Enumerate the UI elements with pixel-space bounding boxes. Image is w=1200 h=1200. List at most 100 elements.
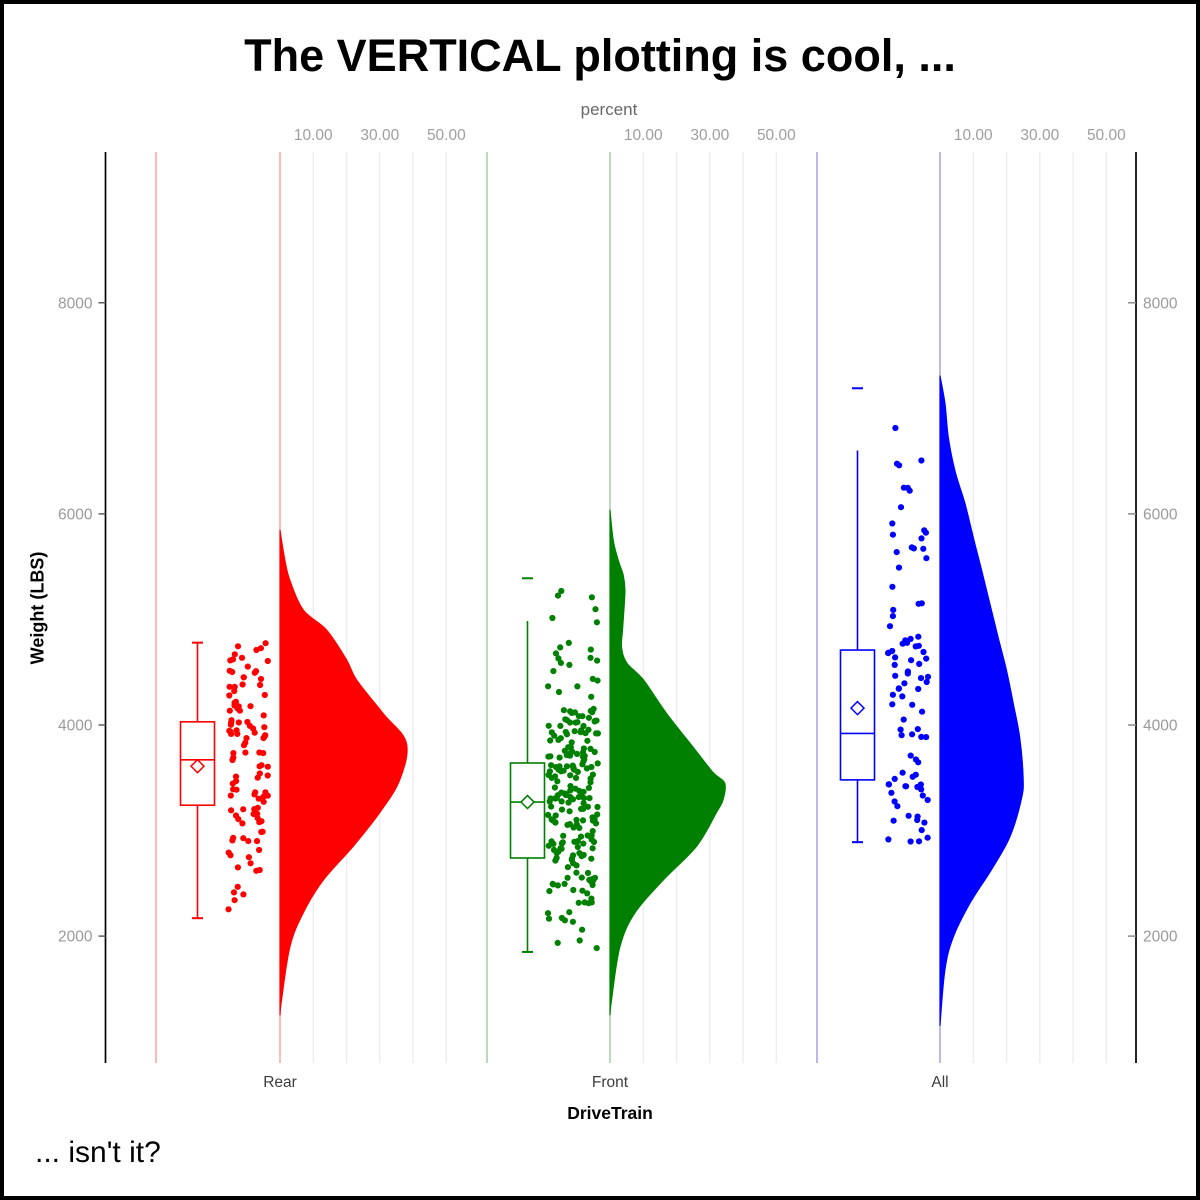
data-point: [250, 810, 257, 818]
data-point: [234, 883, 241, 890]
raincloud-rear: [179, 529, 408, 1016]
percent-tick-label: 10.00: [294, 127, 333, 144]
data-point: [575, 899, 582, 906]
jitter-points-front: [544, 587, 602, 952]
data-point: [908, 544, 915, 551]
x-axis-label: DriveTrain: [567, 1103, 653, 1123]
data-point: [588, 763, 595, 771]
data-point: [574, 683, 581, 690]
percent-tick-label: 30.00: [1020, 127, 1059, 144]
data-point: [234, 864, 241, 871]
mean-diamond: [519, 794, 536, 810]
data-point: [889, 691, 897, 698]
data-point: [240, 835, 247, 842]
data-point: [252, 789, 259, 796]
data-point: [257, 645, 264, 652]
data-point: [923, 678, 930, 686]
data-point: [918, 535, 925, 542]
boxplot-all: [839, 387, 876, 844]
data-point: [909, 731, 916, 738]
data-point: [892, 654, 899, 661]
data-point: [587, 745, 594, 753]
percent-gridlines: [312, 152, 1108, 1063]
data-point: [546, 798, 553, 805]
data-point: [547, 753, 554, 760]
data-point: [918, 733, 925, 741]
data-point: [547, 737, 554, 744]
data-point: [575, 794, 582, 801]
data-point: [569, 748, 576, 755]
data-point: [912, 771, 919, 778]
data-point: [892, 672, 899, 679]
data-point: [924, 673, 932, 680]
data-point: [563, 763, 571, 770]
data-point: [915, 685, 922, 693]
data-point: [919, 792, 926, 799]
data-point: [554, 882, 562, 889]
data-point: [562, 716, 569, 723]
data-point: [591, 816, 598, 823]
data-point: [264, 657, 271, 665]
data-point: [915, 600, 922, 607]
data-point: [593, 619, 601, 626]
data-point: [584, 890, 591, 897]
category-label-front: Front: [592, 1074, 629, 1091]
data-point: [589, 709, 596, 716]
data-point: [588, 693, 595, 700]
data-point: [594, 803, 601, 811]
data-point: [548, 803, 555, 810]
data-point: [555, 736, 562, 744]
y-tick-label-left: 4000: [58, 718, 93, 735]
violin-front: [609, 509, 726, 1016]
percent-tick-label: 50.00: [1087, 127, 1126, 144]
data-point: [575, 713, 583, 720]
data-point: [565, 639, 572, 647]
data-point: [226, 707, 233, 714]
y-tick-label-right: 6000: [1143, 506, 1178, 523]
data-point: [570, 886, 577, 894]
percent-tick-label: 10.00: [624, 127, 663, 144]
data-point: [574, 843, 581, 851]
data-point: [885, 649, 892, 656]
data-point: [262, 640, 269, 647]
data-point: [548, 762, 555, 769]
data-point: [569, 918, 577, 925]
data-point: [567, 783, 574, 790]
data-point: [589, 771, 597, 778]
data-point: [594, 657, 601, 664]
data-point: [545, 915, 553, 922]
data-point: [545, 722, 552, 729]
raincloud-all: [839, 375, 1024, 1026]
percent-tick-labels: 10.00 30.00 50.00 10.00 30.00 50.00 10.00 30.00…: [294, 127, 1126, 144]
data-point: [226, 727, 233, 734]
data-point: [566, 661, 573, 669]
data-point: [921, 819, 928, 826]
data-point: [584, 869, 592, 877]
percent-tick-label: 30.00: [690, 127, 729, 144]
data-point: [588, 855, 595, 862]
data-point: [893, 549, 900, 556]
data-point: [888, 789, 895, 796]
data-point: [588, 594, 596, 601]
data-point: [557, 659, 565, 667]
data-point: [582, 730, 589, 737]
data-point: [552, 650, 560, 657]
data-point: [893, 460, 901, 467]
data-point: [239, 681, 246, 688]
data-point: [557, 644, 564, 651]
data-point: [232, 812, 240, 819]
data-point: [579, 926, 586, 933]
data-point: [592, 606, 599, 613]
data-point: [546, 888, 553, 895]
data-point: [264, 763, 271, 770]
data-point: [554, 592, 562, 599]
data-point: [897, 726, 904, 733]
data-point: [251, 729, 258, 736]
data-point: [552, 819, 559, 826]
data-point: [924, 796, 931, 804]
data-point: [890, 606, 897, 614]
data-point: [558, 768, 565, 775]
data-point: [554, 778, 561, 785]
data-point: [555, 688, 563, 696]
